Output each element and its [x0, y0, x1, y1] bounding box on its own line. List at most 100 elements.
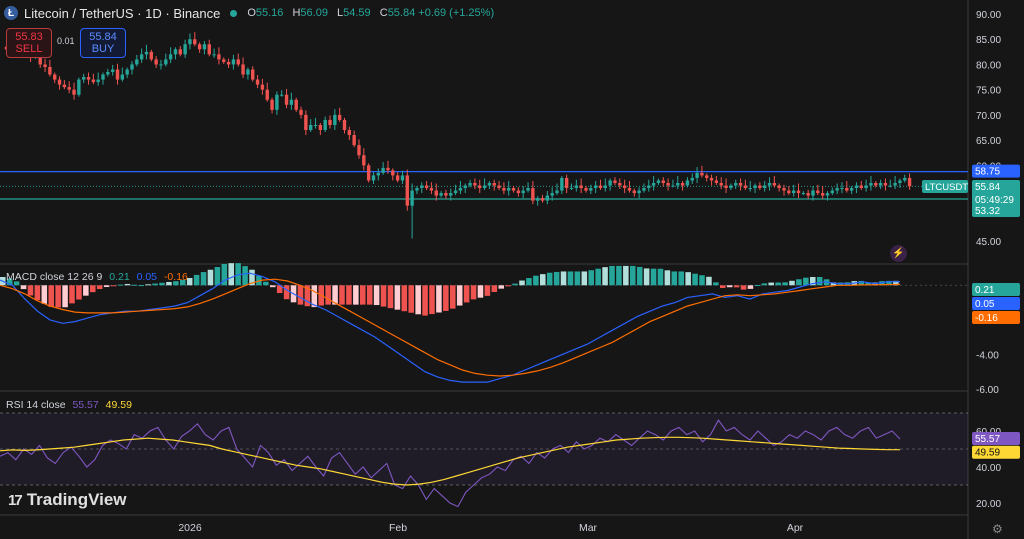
- market-status-icon: [230, 9, 238, 17]
- candle-body: [478, 185, 482, 189]
- candle-body: [801, 193, 806, 195]
- settings-gear-icon[interactable]: ⚙: [992, 522, 1003, 536]
- macd-histogram-bar: [186, 277, 193, 286]
- macd-histogram-bar: [263, 281, 269, 286]
- candle-body: [246, 69, 250, 75]
- candle-body: [651, 182, 656, 186]
- candle-body: [434, 190, 438, 196]
- candle-body: [502, 188, 506, 191]
- macd-histogram-bar: [311, 285, 318, 308]
- macd-histogram-bar: [387, 285, 394, 309]
- rsi-value-badge-bg: [972, 431, 1020, 445]
- candle-body: [241, 64, 245, 75]
- candle-body: [791, 190, 796, 194]
- macd-line-legend: 0.05: [136, 271, 158, 283]
- macd-histogram-bar: [636, 266, 643, 286]
- candle-body: [251, 69, 255, 80]
- macd-histogram-bar: [643, 268, 650, 286]
- macd-histogram-bar: [733, 285, 740, 288]
- macd-histogram-bar: [512, 283, 518, 286]
- candle-body: [845, 188, 849, 191]
- macd-histogram-bar: [110, 285, 117, 287]
- buy-button[interactable]: 55.84 BUY: [80, 28, 126, 58]
- candle-body: [487, 182, 492, 186]
- macd-histogram-bar: [484, 285, 491, 296]
- candle-body: [260, 84, 265, 90]
- macd-histogram-bar: [463, 285, 470, 303]
- candle-body: [787, 190, 791, 194]
- macd-histogram-bar: [782, 282, 788, 286]
- candle-body: [352, 135, 356, 146]
- ohlc-open: 55.16: [255, 7, 284, 19]
- candle-body: [347, 130, 352, 136]
- candle-body: [671, 185, 675, 187]
- candle-body: [521, 190, 525, 194]
- macd-histogram-bar: [131, 284, 138, 286]
- candle-body: [811, 190, 815, 196]
- candle-body: [743, 185, 748, 189]
- ohlc-readout: O55.16 H56.09 L54.59 C55.84 +0.69 (+1.25…: [247, 7, 495, 19]
- candle-body: [217, 54, 221, 60]
- macd-histogram-bar: [325, 285, 331, 305]
- candle-body: [154, 59, 158, 65]
- macd-histogram-bar: [27, 285, 34, 296]
- macd-histogram-bar: [353, 285, 359, 305]
- candle-body: [168, 54, 173, 60]
- candle-body: [43, 64, 47, 67]
- candle-body: [289, 99, 294, 105]
- macd-histogram-bar: [498, 285, 504, 289]
- macd-histogram-bar: [228, 263, 234, 286]
- macd-legend[interactable]: MACD close 12 26 9 0.21 0.05 -0.16: [6, 271, 188, 283]
- candle-body: [125, 69, 129, 75]
- tradingview-mark-icon: 17: [8, 491, 23, 509]
- candle-body: [135, 59, 139, 65]
- candle-body: [275, 94, 279, 110]
- ohlc-close: 55.84: [387, 7, 416, 19]
- lightning-icon[interactable]: ⚡: [890, 245, 907, 262]
- macd-histogram-bar: [221, 263, 228, 286]
- candle-body: [584, 188, 588, 191]
- candle-body: [139, 54, 144, 60]
- candle-body: [700, 172, 704, 176]
- candle-body: [231, 59, 236, 65]
- macd-histogram-bar: [200, 272, 207, 286]
- macd-histogram-bar: [761, 283, 768, 286]
- macd-histogram-bar: [505, 285, 511, 287]
- candle-body: [608, 180, 612, 186]
- candle-body: [342, 119, 347, 131]
- macd-histogram-bar: [630, 265, 636, 286]
- candle-body: [719, 182, 723, 186]
- candle-body: [130, 64, 134, 70]
- candle-body: [903, 177, 907, 181]
- candle-body: [371, 175, 376, 181]
- macd-histogram-bar: [588, 270, 594, 286]
- symbol-title[interactable]: Litecoin / TetherUS · 1D · Binance: [24, 5, 221, 21]
- candle-body: [376, 172, 380, 176]
- candle-body: [323, 119, 327, 131]
- rsi-legend[interactable]: RSI 14 close 55.57 49.59: [6, 399, 132, 411]
- macd-histogram-bar: [103, 285, 110, 288]
- candle-body: [676, 182, 680, 186]
- macd-histogram-bar: [422, 285, 428, 316]
- macd-histogram-bar: [76, 285, 82, 300]
- macd-histogram-bar: [602, 267, 608, 286]
- candle-body: [555, 190, 559, 194]
- candle-body: [536, 198, 540, 201]
- candle-body: [357, 145, 361, 156]
- macd-histogram-bar: [726, 285, 733, 288]
- candle-body: [806, 193, 810, 196]
- candle-body: [439, 193, 443, 196]
- candle-body: [545, 195, 550, 201]
- candle-body: [222, 59, 226, 62]
- candle-body: [642, 188, 646, 191]
- macd-histogram-bar: [775, 282, 781, 286]
- macd-histogram-bar: [574, 271, 581, 286]
- macd-histogram-bar: [270, 285, 276, 288]
- sell-button[interactable]: 55.83 SELL: [6, 28, 52, 58]
- candle-body: [593, 185, 598, 189]
- price-tick-label: 65.00: [976, 136, 1001, 147]
- macd-histogram-bar: [623, 265, 629, 286]
- macd-histogram-bar: [692, 273, 698, 286]
- macd-histogram-bar: [408, 285, 414, 313]
